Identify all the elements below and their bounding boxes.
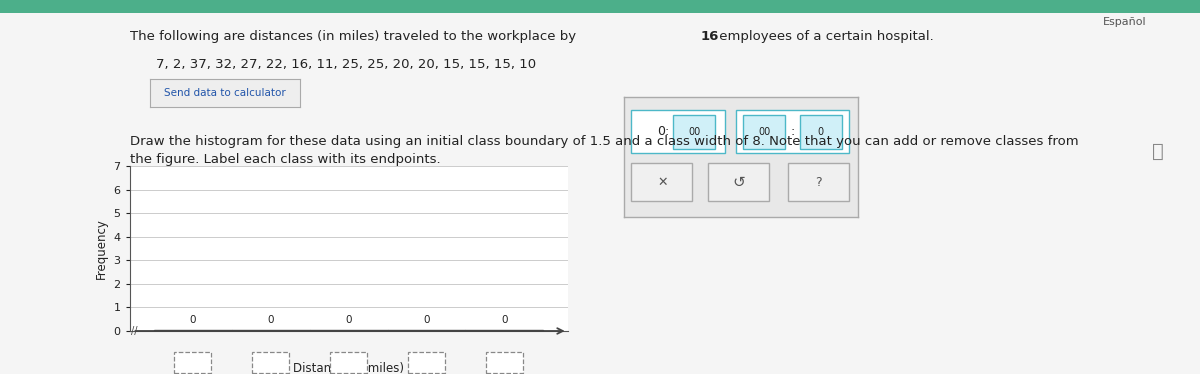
FancyBboxPatch shape: [708, 163, 769, 201]
Text: 0: 0: [424, 315, 430, 325]
Bar: [232, 330, 310, 331]
FancyBboxPatch shape: [330, 352, 367, 373]
FancyBboxPatch shape: [252, 352, 289, 373]
Text: 0: 0: [268, 315, 274, 325]
Bar: [154, 330, 232, 331]
FancyBboxPatch shape: [737, 110, 848, 153]
Text: Send data to calculator: Send data to calculator: [164, 88, 286, 98]
Bar: [466, 330, 544, 331]
Text: ?: ?: [815, 176, 822, 189]
FancyBboxPatch shape: [486, 352, 523, 373]
Text: Draw the histogram for these data using an initial class boundary of 1.5 and a c: Draw the histogram for these data using …: [130, 135, 1079, 148]
Text: 0:: 0:: [656, 125, 670, 138]
FancyBboxPatch shape: [799, 115, 841, 149]
Text: The following are distances (in miles) traveled to the workplace by: The following are distances (in miles) t…: [130, 30, 580, 43]
Text: 0: 0: [817, 127, 823, 137]
X-axis label: Distance (in miles): Distance (in miles): [293, 362, 404, 374]
FancyBboxPatch shape: [631, 110, 725, 153]
FancyBboxPatch shape: [743, 115, 786, 149]
Text: ↺: ↺: [732, 175, 745, 190]
Text: 16: 16: [701, 30, 719, 43]
FancyBboxPatch shape: [631, 163, 692, 201]
Text: employees of a certain hospital.: employees of a certain hospital.: [715, 30, 934, 43]
Text: 00: 00: [758, 127, 770, 137]
Bar: [388, 330, 466, 331]
Text: ✕: ✕: [658, 176, 668, 189]
FancyBboxPatch shape: [174, 352, 211, 373]
Text: 7, 2, 37, 32, 27, 22, 16, 11, 25, 25, 20, 20, 15, 15, 15, 10: 7, 2, 37, 32, 27, 22, 16, 11, 25, 25, 20…: [156, 58, 536, 71]
Text: 00: 00: [688, 127, 701, 137]
Y-axis label: Frequency: Frequency: [95, 218, 108, 279]
Text: ⎕: ⎕: [1152, 142, 1164, 161]
Bar: [310, 330, 388, 331]
Text: :: :: [791, 125, 794, 138]
Text: //: //: [131, 326, 138, 336]
FancyBboxPatch shape: [788, 163, 848, 201]
FancyBboxPatch shape: [408, 352, 445, 373]
Text: 0: 0: [346, 315, 352, 325]
Text: 0: 0: [190, 315, 196, 325]
Text: the figure. Label each class with its endpoints.: the figure. Label each class with its en…: [130, 153, 440, 166]
Text: Español: Español: [1103, 17, 1146, 27]
FancyBboxPatch shape: [673, 115, 715, 149]
Text: 0: 0: [502, 315, 508, 325]
